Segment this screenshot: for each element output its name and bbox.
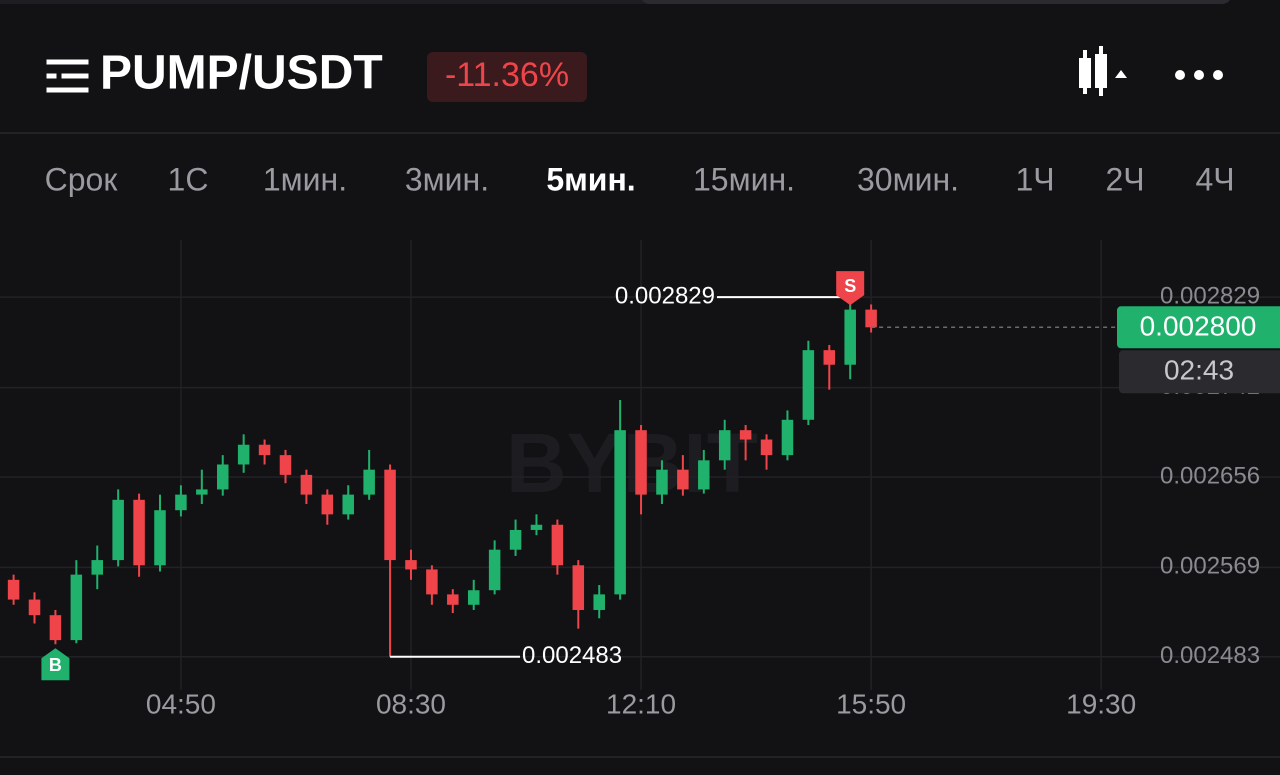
y-tick-label: 0.002569	[1160, 553, 1260, 580]
price-change: -11.36%	[445, 56, 569, 94]
candle-body	[70, 574, 83, 641]
timeframe-tab[interactable]: 1Ч	[1015, 161, 1054, 197]
candle-body	[593, 594, 605, 610]
candle-body	[426, 569, 438, 595]
x-tick-label: 04:50	[146, 688, 216, 719]
candle-body	[844, 309, 856, 365]
timeframe-tab[interactable]: 4Ч	[1195, 161, 1234, 197]
candle-body	[467, 590, 480, 605]
x-tick-label: 15:50	[836, 688, 906, 719]
price-tag-label: 0.002800	[1140, 311, 1257, 342]
candle-body	[133, 499, 145, 566]
chart-type-icon[interactable]	[1079, 46, 1127, 96]
trade-marker-label: B	[49, 655, 62, 675]
candle-body	[321, 494, 334, 515]
candle-body	[237, 444, 250, 465]
candle-body	[635, 430, 647, 495]
timeframe-tab[interactable]: 2Ч	[1105, 161, 1144, 197]
candle-body	[823, 350, 836, 365]
candle-body	[258, 444, 271, 456]
pair-title[interactable]: PUMP/USDT	[100, 47, 383, 100]
price-tag	[1117, 306, 1280, 349]
candle-body	[447, 594, 459, 605]
timeframe-tab[interactable]: 5мин.	[546, 161, 635, 197]
candle-body	[865, 309, 877, 328]
candle-body	[216, 464, 229, 490]
candle-body	[718, 430, 731, 461]
candle-body	[300, 474, 313, 495]
candle-body	[28, 599, 41, 616]
y-tick-label: 0.002829	[1160, 283, 1260, 310]
change-badge	[427, 52, 587, 102]
candle-body	[363, 469, 375, 495]
candle-body	[572, 565, 585, 610]
x-tick-label: 12:10	[606, 688, 676, 719]
trade-marker-label: S	[844, 276, 856, 296]
trade-marker	[41, 648, 70, 681]
candle-body	[342, 494, 354, 515]
timeframe-bar: Срок 1С 1мин. 3мин. 5мин. 15мин. 30мин. 1Ч 2Ч 4Ч	[45, 161, 1235, 197]
candle-body	[656, 469, 668, 495]
candle-body	[405, 560, 417, 570]
countdown: 02:43	[1164, 355, 1234, 386]
candle-body	[384, 469, 396, 561]
candle-body	[91, 560, 104, 575]
candle-body	[530, 524, 543, 530]
chart: BYBIT 04:50 08:30 12:10 15:50 19:30 0.002483 0.…	[0, 240, 1280, 719]
timeframe-tab[interactable]: 1мин.	[263, 161, 347, 197]
y-tick-label: 0.002656	[1160, 462, 1260, 489]
candle-body	[154, 510, 166, 566]
candle-body	[551, 524, 564, 566]
candle-body	[7, 579, 20, 600]
timeframe-tab[interactable]: 30мин.	[857, 161, 959, 197]
candle-body	[677, 469, 689, 490]
high-label: 0.002829	[615, 283, 715, 310]
x-tick-label: 08:30	[376, 688, 446, 719]
timeframe-tab[interactable]: 15мин.	[693, 161, 795, 197]
candle-body	[739, 430, 752, 440]
candle-body	[112, 499, 124, 561]
countdown-box	[1119, 350, 1280, 394]
candle-body	[279, 455, 292, 475]
y-tick-label: 0.002483	[1160, 642, 1260, 669]
candle-body	[49, 615, 62, 641]
candle-body	[802, 350, 815, 420]
more-icon[interactable]	[1175, 70, 1223, 80]
trade-marker	[836, 271, 865, 306]
candle-body	[698, 460, 710, 490]
candle-body	[760, 439, 773, 456]
timeframe-tab[interactable]: 3мин.	[405, 161, 489, 197]
candle-body	[509, 529, 522, 550]
candle-body	[781, 419, 794, 456]
top-bar-active	[642, 0, 1230, 4]
candle-body	[614, 430, 626, 595]
candle-body	[175, 494, 187, 511]
candle-body	[196, 489, 208, 495]
timeframe-tab[interactable]: 1С	[168, 161, 209, 197]
low-label: 0.002483	[522, 642, 622, 669]
candle-body	[488, 549, 501, 591]
watermark: BYBIT	[506, 416, 758, 510]
timeframe-tab[interactable]: Срок	[45, 161, 119, 197]
x-tick-label: 19:30	[1066, 688, 1136, 719]
menu-icon[interactable]	[46, 59, 89, 93]
